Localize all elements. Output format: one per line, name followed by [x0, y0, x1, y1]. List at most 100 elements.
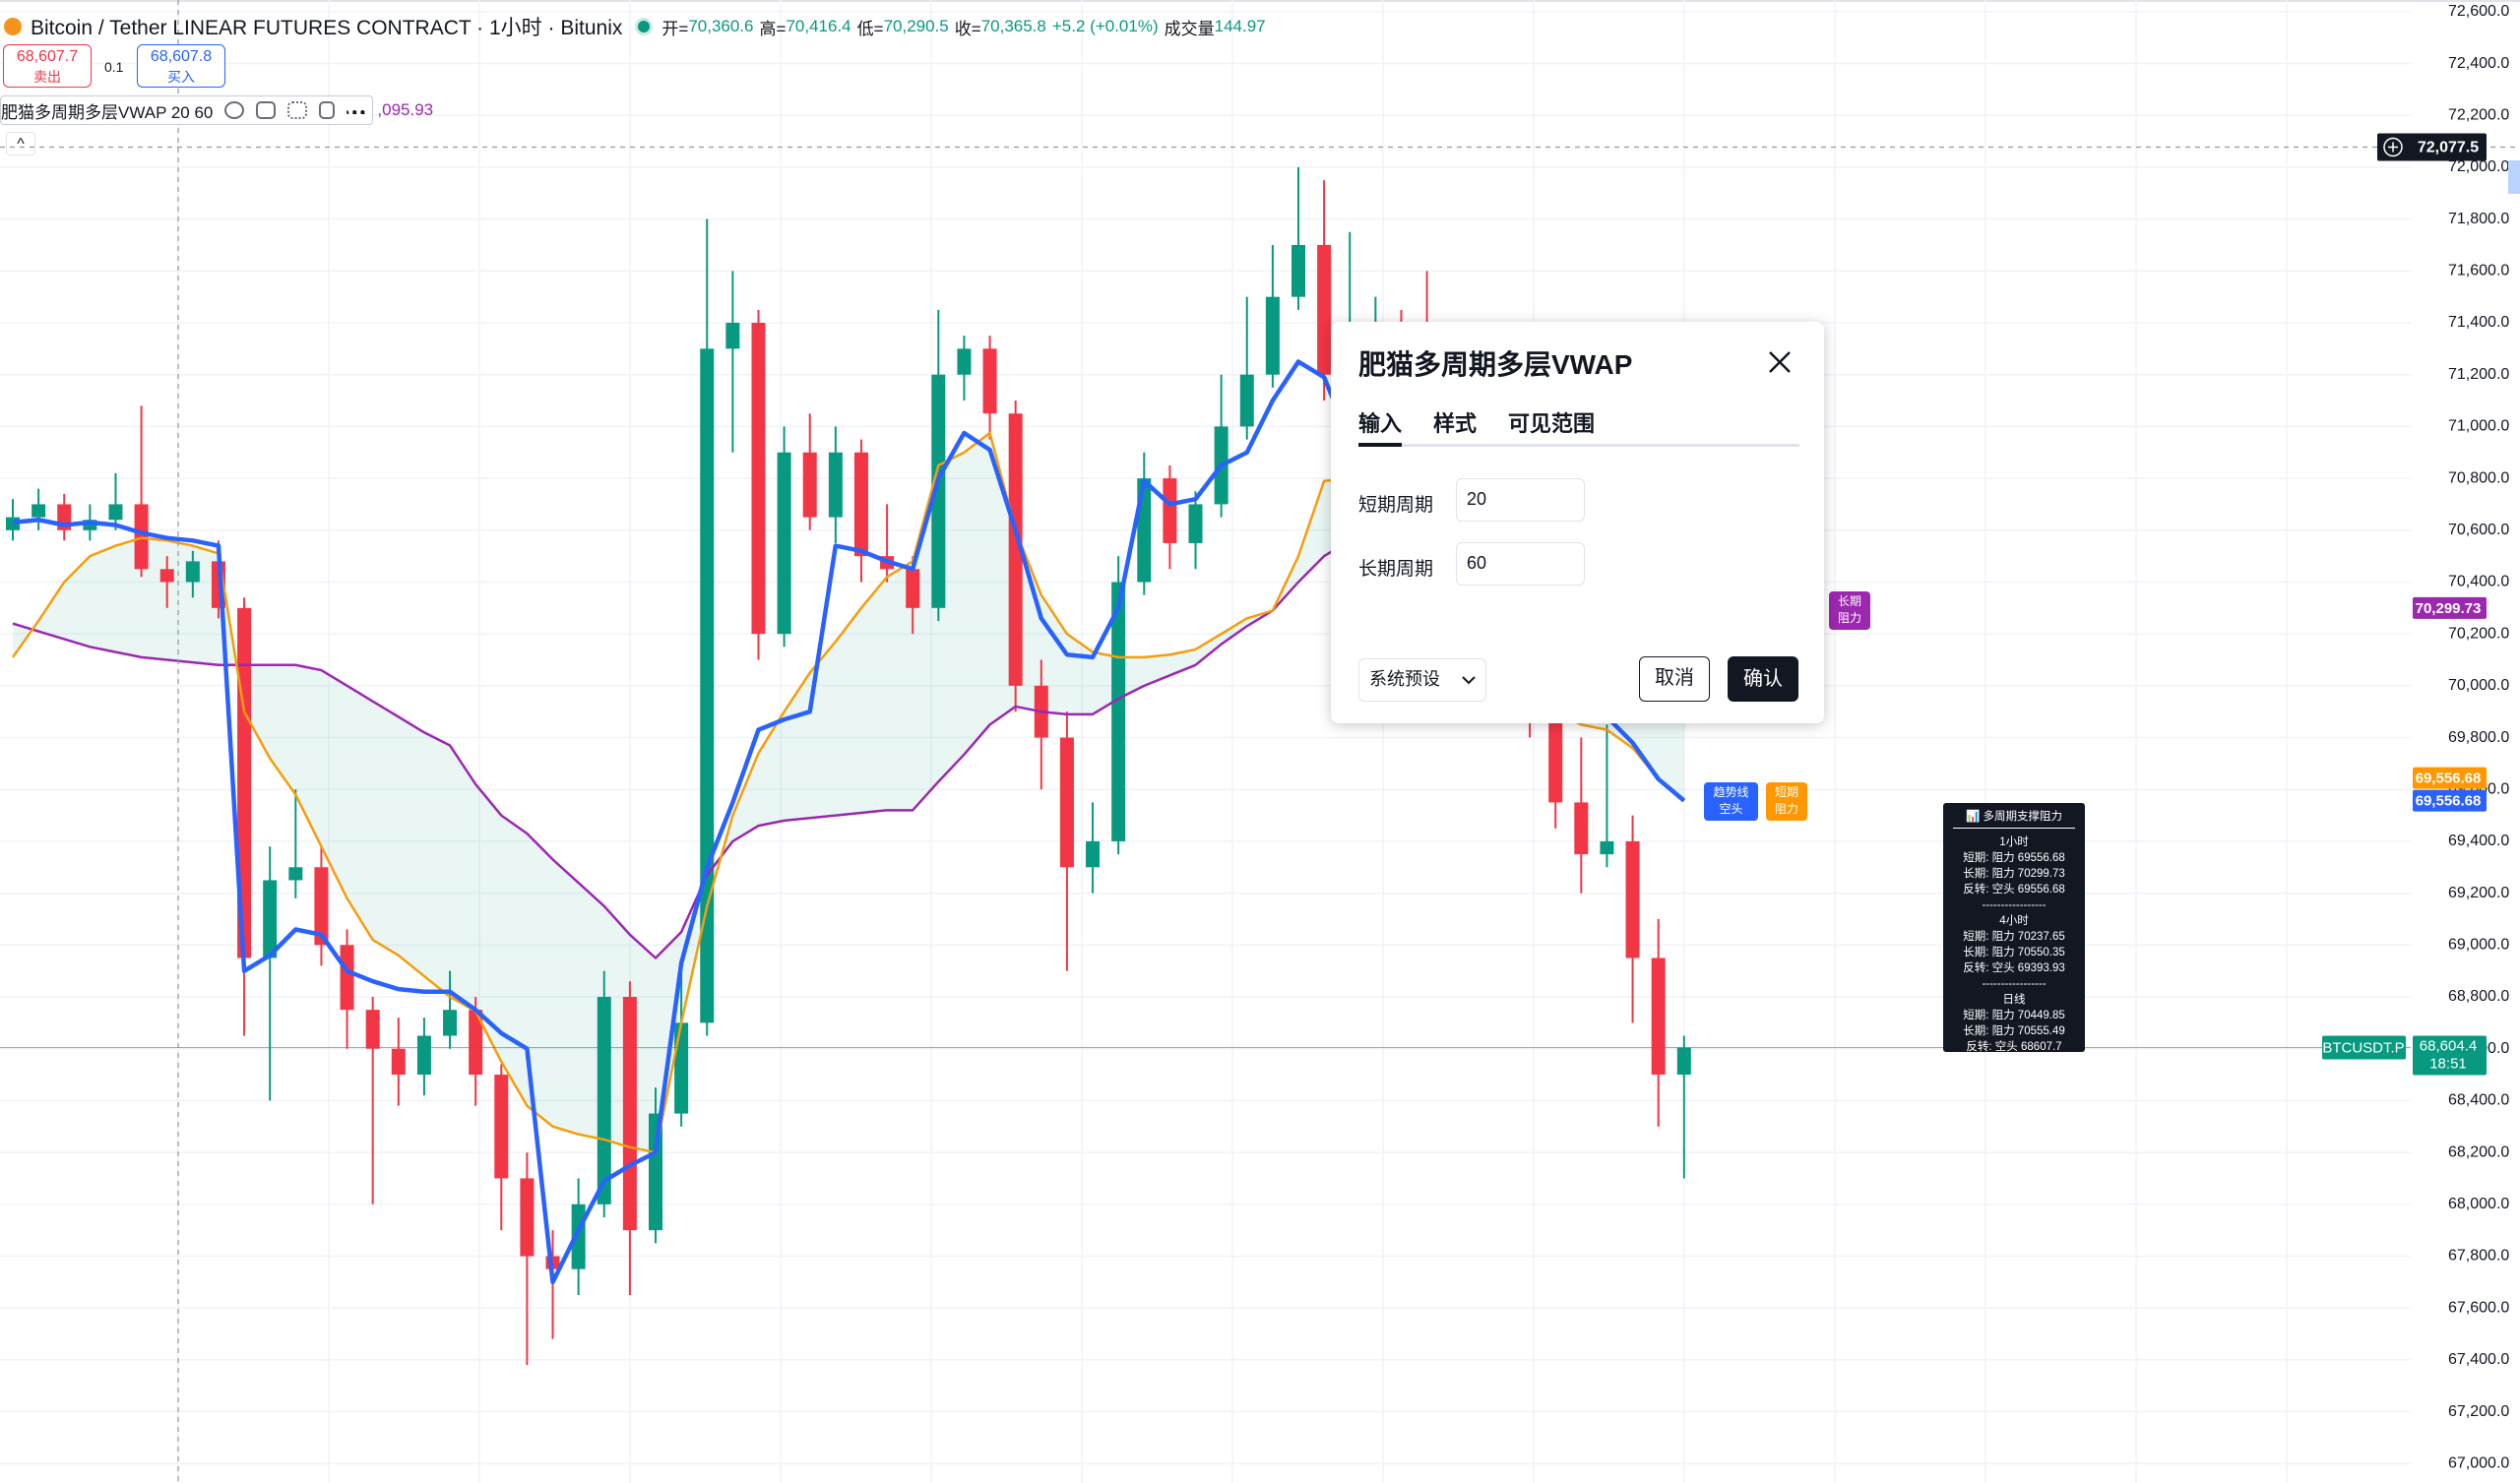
chart-tag-text: 趋势线 — [1713, 785, 1749, 799]
candle-body — [597, 997, 611, 1205]
sell-button[interactable]: 68,607.7 卖出 — [3, 44, 92, 88]
last-price: 68,604.4 — [2420, 1038, 2477, 1055]
candle-body — [1008, 413, 1023, 686]
tooltip-line: 日线 — [2002, 994, 2026, 1006]
tooltip-line: ----------------- — [1982, 899, 2047, 911]
buy-button[interactable]: 68,607.8 买入 — [137, 44, 225, 88]
tab[interactable]: 输入 — [1358, 406, 1403, 447]
volume: 144.97 — [1214, 17, 1266, 35]
sell-label: 卖出 — [33, 69, 61, 85]
y-tick-label: 70,200.0 — [2448, 625, 2509, 642]
candle-body — [802, 452, 817, 518]
y-tick-label: 71,200.0 — [2448, 366, 2509, 383]
candle-body — [957, 348, 972, 375]
candle-body — [340, 945, 354, 1011]
chart-tag-text: 短期 — [1774, 785, 1798, 799]
y-tick-label: 70,000.0 — [2448, 677, 2509, 694]
chart-tag-text: 空头 — [1719, 802, 1743, 816]
tab[interactable]: 样式 — [1433, 411, 1478, 436]
ohlc-label: 收= — [954, 19, 981, 38]
y-tick-label: 67,400.0 — [2448, 1351, 2509, 1368]
field-label: 短期周期 — [1358, 495, 1434, 516]
cancel-button[interactable]: 取消 — [1639, 656, 1710, 702]
value-badge — [2413, 789, 2487, 812]
settings-dialog: 肥猫多周期多层VWAP 输入 样式 可见范围 短期周期 20 长期周期 60 系… — [1331, 322, 1824, 723]
candle-body — [1059, 737, 1074, 868]
candle-body — [108, 504, 123, 521]
tooltip-line: ----------------- — [1982, 978, 2047, 990]
symbol[interactable]: Bitcoin / Tether LINEAR FUTURES CONTRACT… — [31, 17, 623, 39]
chart-tag-text: 阻力 — [1837, 611, 1861, 625]
value-badge-label: 70,299.73 — [2416, 600, 2482, 617]
candle-body — [725, 323, 740, 349]
y-tick-label: 68,200.0 — [2448, 1143, 2509, 1160]
y-tick-label: 68,800.0 — [2448, 988, 2509, 1005]
candle-body — [1548, 711, 1563, 803]
indicator-name[interactable]: 肥猫多周期多层VWAP 20 60 — [1, 102, 214, 122]
preset-label: 系统预设 — [1369, 669, 1440, 689]
y-tick-label: 69,200.0 — [2448, 885, 2509, 901]
indicator-legend: 肥猫多周期多层VWAP 20 60 ,095.93 — [0, 95, 433, 125]
visibility-icon[interactable] — [224, 101, 245, 119]
chart-tag-text: 阻力 — [1774, 802, 1798, 816]
y-tick-label: 67,800.0 — [2448, 1248, 2509, 1265]
candle-body — [416, 1035, 431, 1076]
candle-body — [494, 1075, 509, 1179]
header: Bitcoin / Tether LINEAR FUTURES CONTRACT… — [0, 12, 1272, 41]
dialog-title: 肥猫多周期多层VWAP — [1358, 349, 1633, 380]
settings-icon[interactable] — [256, 101, 277, 119]
candle-body — [159, 569, 174, 583]
candle-body — [365, 1010, 380, 1049]
candle-body — [906, 569, 920, 608]
candle-body — [853, 452, 868, 557]
candle-body — [700, 348, 715, 1023]
candle-body — [83, 520, 97, 530]
buy-label: 买入 — [167, 69, 195, 85]
y-tick-label: 68,000.0 — [2448, 1196, 2509, 1212]
source-icon[interactable] — [287, 101, 308, 119]
quantity[interactable]: 0.1 — [104, 59, 124, 75]
add-icon — [2383, 137, 2403, 157]
volume-label: 成交量 — [1164, 19, 1215, 38]
y-tick-label: 69,800.0 — [2448, 729, 2509, 746]
crosshair-label-bg — [2377, 133, 2487, 161]
candle-body — [1265, 296, 1280, 375]
chart-tag: 短期 阻力 — [1766, 782, 1807, 821]
candle-body — [443, 1010, 458, 1036]
confirm-button[interactable]: 确认 — [1728, 656, 1798, 702]
ohlc-value: 70,360.6 — [688, 17, 754, 35]
y-tick-label: 69,000.0 — [2448, 937, 2509, 954]
y-tick-label: 68,400.0 — [2448, 1092, 2509, 1109]
collapse-button[interactable]: ^ — [6, 132, 35, 155]
tooltip-line: 短期: 阻力 70449.85 — [1963, 1010, 2065, 1021]
candle-body — [622, 997, 637, 1231]
value-badge — [2413, 596, 2487, 619]
countdown: 18:51 — [2429, 1056, 2467, 1073]
candle-body — [1600, 840, 1614, 855]
symbol-label-bg — [2322, 1035, 2406, 1060]
preset-select[interactable]: 系统预设 — [1358, 658, 1486, 702]
candle-body — [520, 1178, 535, 1257]
candle-body — [1317, 244, 1332, 375]
y-tick-label: 72,200.0 — [2448, 106, 2509, 123]
ohlc-label: 高= — [759, 19, 787, 38]
candle-body — [1651, 958, 1666, 1076]
tab[interactable]: 可见范围 — [1508, 411, 1596, 436]
field-input[interactable]: 60 — [1456, 542, 1585, 586]
change: +5.2 (+0.01%) — [1051, 17, 1159, 35]
tabs: 输入 样式 可见范围 — [1358, 406, 1799, 447]
y-tick-label: 67,200.0 — [2448, 1403, 2509, 1420]
candle-body — [1292, 244, 1305, 297]
sell-price: 68,607.7 — [16, 48, 79, 65]
tooltip-title: 📊 多周期支撑阻力 — [1953, 809, 2075, 829]
close-button[interactable] — [1764, 346, 1796, 378]
y-tick-label: 67,600.0 — [2448, 1299, 2509, 1316]
plot — [6, 166, 1691, 1366]
candle-body — [1086, 840, 1101, 868]
y-tick-label: 70,400.0 — [2448, 574, 2509, 590]
tooltip-line: 反转: 空头 69393.93 — [1963, 962, 2065, 974]
scroll-indicator — [2508, 160, 2520, 194]
more-icon[interactable] — [346, 110, 367, 114]
field-input[interactable]: 20 — [1456, 478, 1585, 522]
delete-icon[interactable] — [319, 101, 336, 119]
